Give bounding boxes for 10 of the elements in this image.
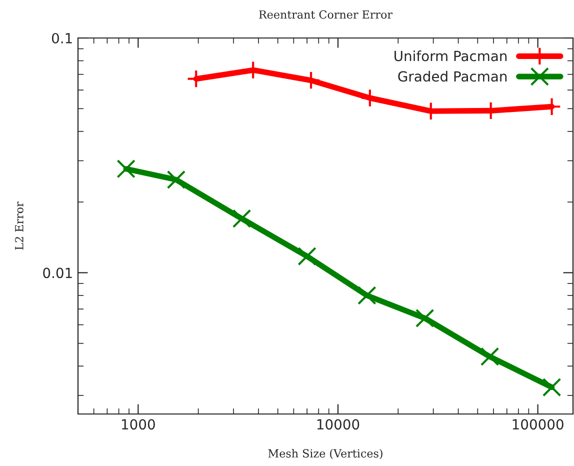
x-tick-label: 10000 xyxy=(317,419,360,430)
y-tick-label: 0.01 xyxy=(43,268,72,278)
legend-label: Uniform Pacman xyxy=(394,50,507,62)
y-tick-label: 0.1 xyxy=(52,32,72,44)
chart-title: Reentrant Corner Error xyxy=(259,10,393,19)
x-axis-title: Mesh Size (Vertices) xyxy=(268,448,382,460)
x-tick-label: 100000 xyxy=(512,419,564,430)
x-tick-label: 1000 xyxy=(122,419,155,430)
y-axis-title: L2 Error xyxy=(14,202,24,250)
legend-label: Graded Pacman xyxy=(398,70,507,82)
